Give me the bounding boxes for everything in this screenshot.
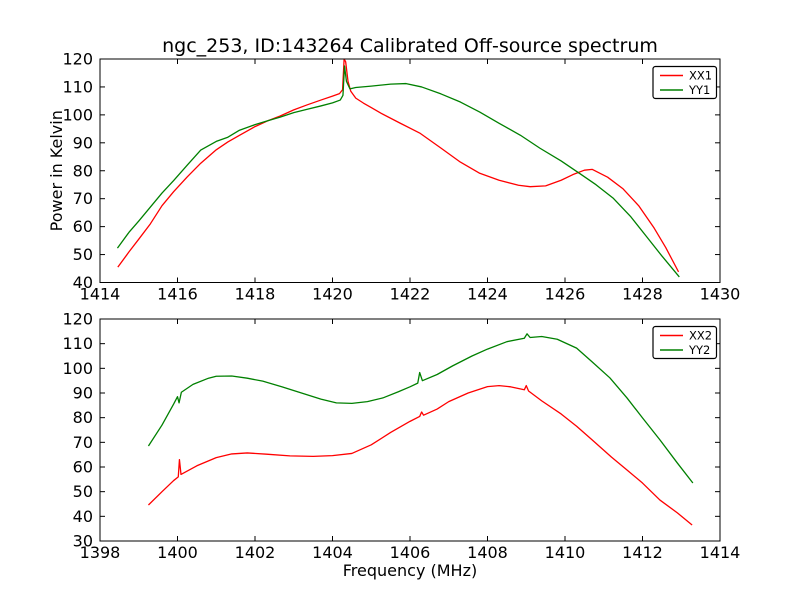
x-tick-label: 1412 <box>622 543 663 562</box>
y-tick-label: 110 <box>62 334 93 353</box>
x-tick-label: 1430 <box>700 285 741 304</box>
x-tick-label: 1400 <box>157 543 198 562</box>
figure-title: ngc_253, ID:143264 Calibrated Off-source… <box>162 35 658 57</box>
x-tick-label: 1416 <box>157 285 198 304</box>
x-axis-label: Frequency (MHz) <box>343 561 477 580</box>
curve-xx2 <box>147 384 693 526</box>
x-tick-label: 1414 <box>700 543 741 562</box>
y-tick-label: 100 <box>62 105 93 124</box>
y-axis-label: Power in Kelvin <box>47 110 66 231</box>
y-tick-label: 90 <box>73 133 93 152</box>
y-tick-label: 70 <box>73 189 93 208</box>
x-tick-label: 1402 <box>235 543 276 562</box>
y-tick-label: 70 <box>73 433 93 452</box>
y-tick-label: 30 <box>73 532 93 551</box>
curve-xx1 <box>117 59 680 273</box>
subplots-group: 1414 1416 1418 1420 1422 1424 1426 1428 1430 40 50… <box>62 50 740 563</box>
x-tick-label: 1406 <box>390 543 431 562</box>
x-tick-label: 1424 <box>467 285 508 304</box>
x-tick-label: 1398 <box>80 543 121 562</box>
y-tick-label: 40 <box>73 507 93 526</box>
y-tick-label: 100 <box>62 359 93 378</box>
y-tick-label: 120 <box>62 310 93 329</box>
plot-frame <box>99 318 721 542</box>
subplot-1: 1414 1416 1418 1420 1422 1424 1426 1428 1430 40 50… <box>62 50 740 304</box>
y-tick-label: 60 <box>73 217 93 236</box>
x-tick-label: 1422 <box>390 285 431 304</box>
y-tick-label: 80 <box>73 161 93 180</box>
y-tick-label: 40 <box>73 273 93 292</box>
x-tick-label: 1428 <box>622 285 663 304</box>
subplot-2: 1398 1400 1402 1404 1406 1408 1410 1412 1414 30 40… <box>62 310 740 563</box>
y-tick-label: 50 <box>73 245 93 264</box>
x-tick-label: 1418 <box>235 285 276 304</box>
y-tick-label: 90 <box>73 384 93 403</box>
x-tick-label: 1410 <box>545 543 586 562</box>
legend-label-xx1: XX1 <box>689 69 712 83</box>
x-tick-label: 1426 <box>545 285 586 304</box>
curve-yy1 <box>116 65 680 278</box>
y-tick-label: 60 <box>73 458 93 477</box>
curve-yy2 <box>147 333 694 484</box>
y-tick-label: 50 <box>73 482 93 501</box>
y-tick-label: 110 <box>62 77 93 96</box>
legend-label-yy2: YY2 <box>688 343 710 357</box>
x-tick-label: 1420 <box>312 285 353 304</box>
y-tick-label: 80 <box>73 408 93 427</box>
x-tick-label: 1414 <box>80 285 121 304</box>
legend-label-yy1: YY1 <box>688 83 710 97</box>
legend-label-xx2: XX2 <box>689 329 712 343</box>
y-tick-label: 120 <box>62 50 93 69</box>
x-tick-label: 1408 <box>467 543 508 562</box>
x-tick-label: 1404 <box>312 543 353 562</box>
